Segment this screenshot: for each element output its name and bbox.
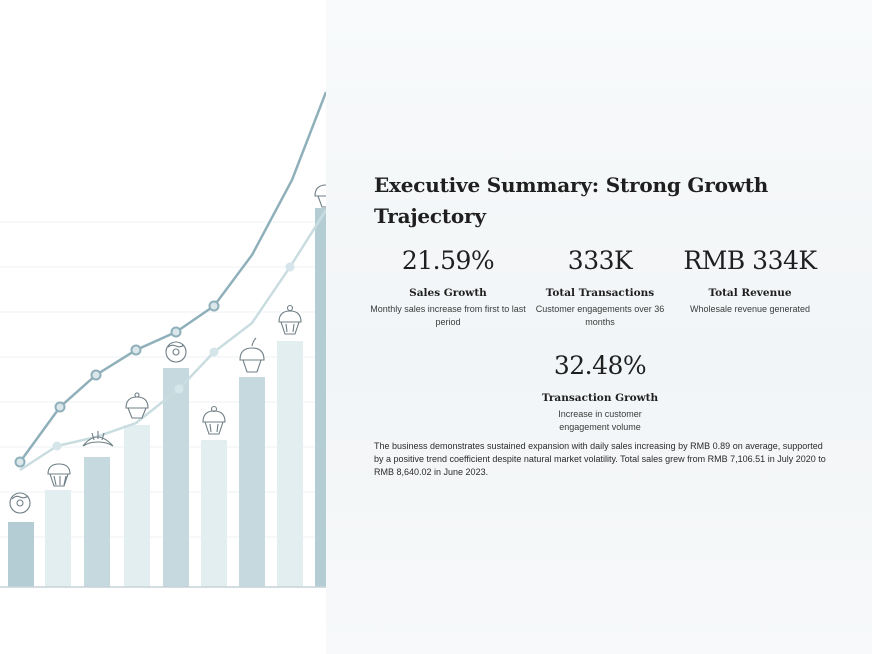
bar [45,490,71,587]
bar [239,377,265,587]
metric-value: 21.59% [401,246,495,275]
cupcake-icon [278,304,302,335]
growth-chart-illustration [0,0,326,654]
croissant-icon [82,431,114,447]
metric-label: Transaction Growth [541,392,659,404]
bar [163,368,189,587]
metric-value: RMB 334K [683,246,817,275]
metric-value: 333K [567,246,633,275]
metrics-grid: 21.59% Sales Growth Monthly sales increa… [370,244,834,444]
donut-icon [165,341,187,363]
decorative-growth-chart [0,91,326,588]
metric-description: Customer engagements over 36 months [535,304,665,327]
donut-icon [9,492,31,514]
cupcake-icon [202,405,226,435]
metric-label: Total Revenue [708,287,792,299]
cupcake-icon [314,184,326,208]
bar [277,341,303,587]
cupcake-icon [125,392,149,419]
cupcake-icon [239,337,265,373]
bar [84,457,110,587]
bar [201,440,227,587]
cupcake-icon [47,463,71,487]
executive-summary: Executive Summary: Strong Growth Traject… [370,170,834,488]
bar [315,208,326,587]
metric-label: Total Transactions [545,287,655,299]
metric-sales-growth: 21.59% Sales Growth Monthly sales increa… [368,244,528,329]
page-title: Executive Summary: Strong Growth Traject… [374,173,769,228]
metric-transaction-growth: 32.48% Transaction Growth Increase in cu… [520,349,680,434]
metric-description: Wholesale revenue generated [689,304,811,314]
metric-description: Monthly sales increase from first to las… [370,304,526,327]
summary-paragraph: The business demonstrates sustained expa… [374,441,826,477]
metric-label: Sales Growth [409,287,487,299]
bar [8,522,34,587]
metric-value: 32.48% [553,351,647,380]
metric-description: Increase in customer engagement volume [558,409,642,432]
bar [124,425,150,587]
metric-total-revenue: RMB 334K Total Revenue Wholesale revenue… [670,244,830,316]
metric-total-transactions: 333K Total Transactions Customer engagem… [520,244,680,329]
